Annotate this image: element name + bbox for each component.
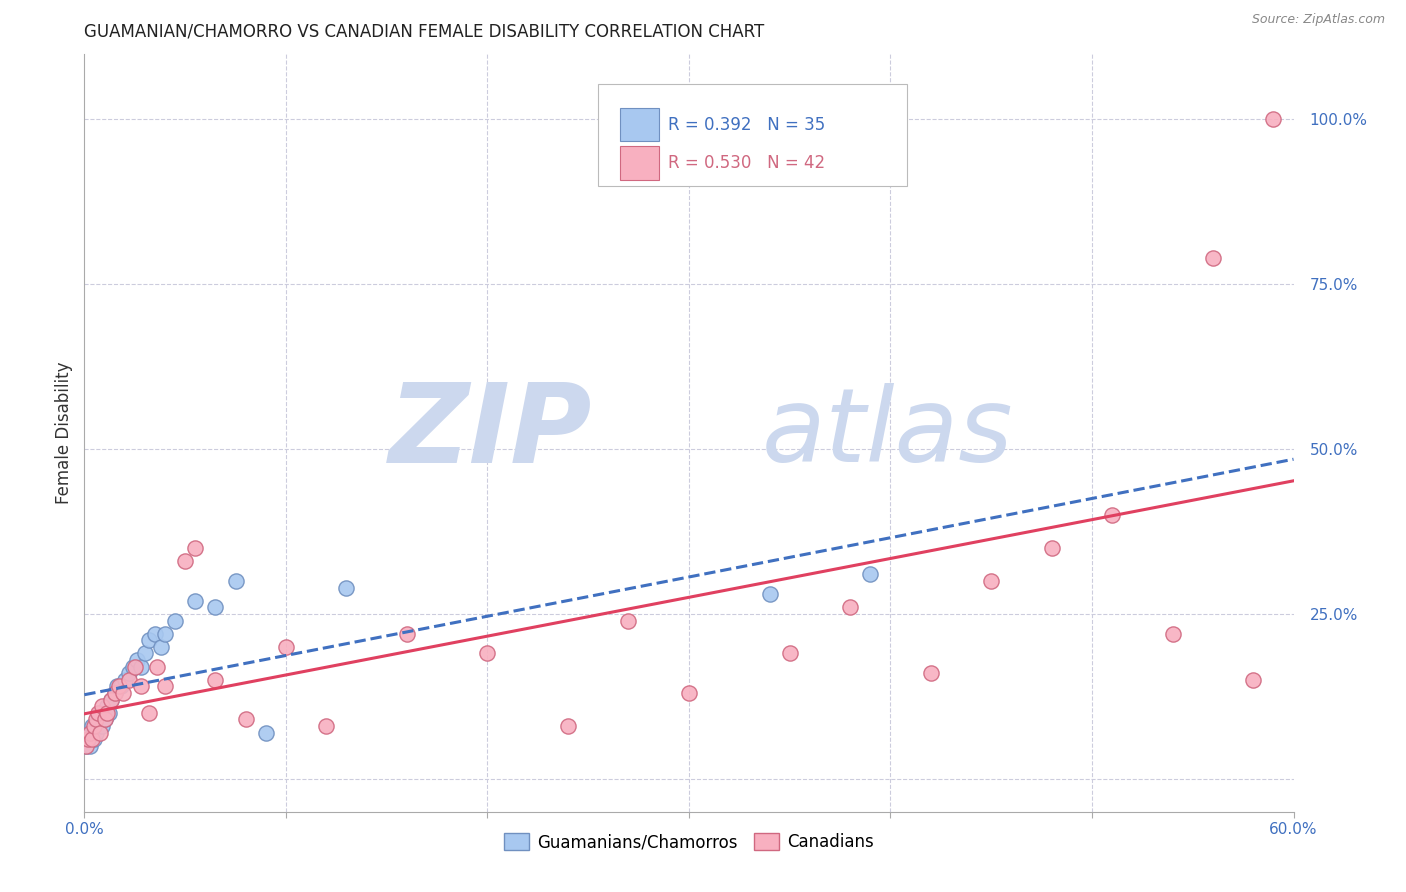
Point [204, 600, 226, 615]
Point [1101, 508, 1123, 522]
Point [134, 647, 156, 661]
Point [146, 659, 169, 673]
Text: R = 0.530   N = 42: R = 0.530 N = 42 [668, 154, 825, 172]
FancyBboxPatch shape [620, 146, 659, 179]
Point [124, 659, 146, 673]
Point [143, 626, 166, 640]
Point [1040, 541, 1063, 555]
Point [100, 692, 122, 706]
Point [96, 706, 118, 720]
Point [77, 732, 100, 747]
Point [114, 673, 136, 687]
Text: ZIP: ZIP [388, 379, 592, 486]
Point [153, 680, 176, 694]
Point [91, 719, 114, 733]
Point [93, 713, 115, 727]
Point [779, 647, 801, 661]
Point [100, 692, 122, 706]
Point [129, 680, 152, 694]
Point [75, 739, 97, 753]
Point [107, 680, 129, 694]
Point [184, 541, 207, 555]
Point [557, 719, 579, 733]
Point [149, 640, 172, 654]
Point [335, 581, 357, 595]
Text: Source: ZipAtlas.com: Source: ZipAtlas.com [1251, 13, 1385, 27]
Point [1263, 112, 1285, 127]
Point [82, 732, 104, 747]
Point [138, 706, 160, 720]
Point [1161, 626, 1184, 640]
Point [204, 673, 226, 687]
Point [395, 626, 418, 640]
Point [91, 699, 114, 714]
Point [125, 653, 148, 667]
Point [153, 626, 176, 640]
Point [980, 574, 1002, 588]
Point [82, 719, 104, 733]
Point [104, 686, 127, 700]
Text: GUAMANIAN/CHAMORRO VS CANADIAN FEMALE DISABILITY CORRELATION CHART: GUAMANIAN/CHAMORRO VS CANADIAN FEMALE DI… [84, 23, 765, 41]
FancyBboxPatch shape [620, 108, 659, 141]
Point [165, 614, 187, 628]
Point [87, 713, 110, 727]
Point [104, 686, 127, 700]
Point [86, 725, 108, 739]
Point [758, 587, 780, 601]
Point [129, 659, 152, 673]
Point [839, 600, 862, 615]
Point [1202, 251, 1225, 265]
Point [118, 666, 141, 681]
Point [77, 732, 100, 747]
Point [110, 680, 132, 694]
Point [859, 567, 882, 582]
FancyBboxPatch shape [599, 84, 907, 186]
Point [89, 706, 111, 720]
Point [83, 732, 105, 747]
Point [920, 666, 942, 681]
Point [477, 647, 499, 661]
Point [79, 739, 101, 753]
Point [105, 680, 128, 694]
Point [138, 633, 160, 648]
Point [225, 574, 247, 588]
Point [174, 554, 197, 568]
Point [86, 713, 108, 727]
Point [75, 739, 97, 753]
Legend: Guamanians/Chamorros, Canadians: Guamanians/Chamorros, Canadians [496, 827, 882, 858]
Text: R = 0.392   N = 35: R = 0.392 N = 35 [668, 116, 825, 134]
Point [79, 725, 101, 739]
Point [235, 713, 257, 727]
Point [274, 640, 297, 654]
Point [678, 686, 700, 700]
Text: atlas: atlas [762, 383, 1012, 483]
Point [121, 659, 143, 673]
Point [315, 719, 337, 733]
Point [1241, 673, 1264, 687]
Point [617, 614, 640, 628]
Point [97, 706, 120, 720]
Point [111, 686, 134, 700]
Point [93, 713, 115, 727]
Point [79, 725, 101, 739]
Point [96, 699, 118, 714]
Point [118, 673, 141, 687]
Point [87, 706, 110, 720]
Point [83, 719, 105, 733]
Point [254, 725, 277, 739]
Point [184, 593, 207, 607]
Y-axis label: Female Disability: Female Disability [55, 361, 73, 504]
Point [89, 725, 111, 739]
